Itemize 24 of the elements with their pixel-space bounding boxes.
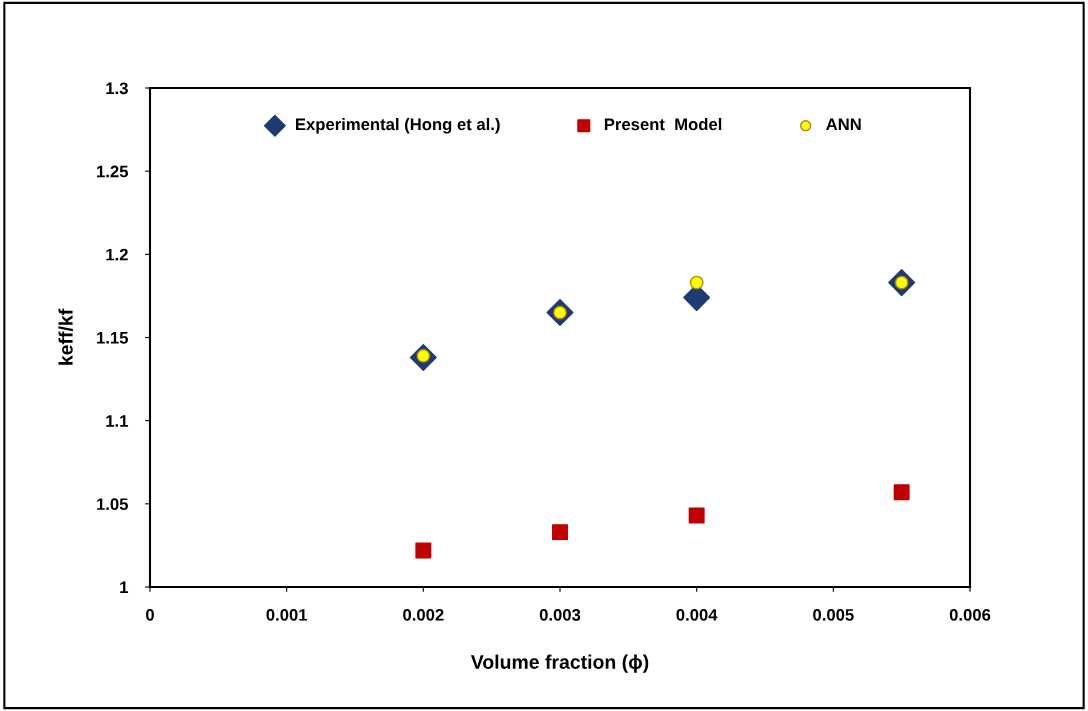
y-tick-label: 1.25: [97, 165, 129, 178]
legend-label: Experimental (Hong et al.): [296, 117, 500, 134]
x-tick-label: 0.006: [949, 608, 991, 621]
x-tick-label: 0.001: [266, 608, 308, 621]
legend-label: Present Model: [604, 117, 722, 131]
x-tick-label: 0.003: [539, 608, 581, 621]
y-axis-title: keff/kf: [58, 308, 73, 365]
point: [688, 507, 705, 524]
x-tick-label: 0.004: [676, 608, 718, 621]
point: [689, 275, 704, 290]
legend-label: ANN: [826, 118, 861, 131]
x-tick-label: 0.005: [813, 608, 854, 621]
x-tick-label: 0.002: [403, 608, 444, 621]
x-tick-label: 0: [146, 608, 154, 621]
y-tick-label: 1.15: [97, 332, 129, 344]
y-tick-label: 1.05: [97, 498, 129, 511]
y-tick-label: 1.3: [106, 82, 128, 95]
y-tick-label: 1.2: [106, 248, 128, 261]
y-tick-label: 1.1: [106, 415, 129, 427]
y-tick-label: 1: [120, 581, 129, 594]
point: [552, 524, 568, 541]
point: [415, 542, 432, 559]
point: [893, 484, 910, 501]
x-axis-title: Volume fraction (ϕ): [470, 654, 649, 673]
